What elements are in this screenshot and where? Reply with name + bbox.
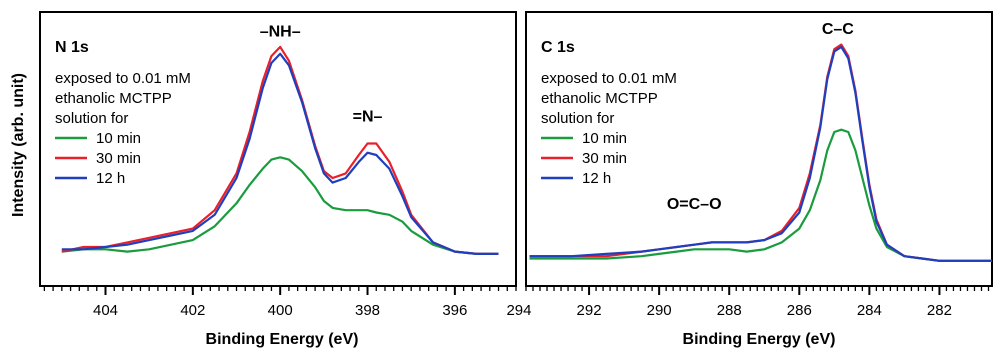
tick-label: 404 — [93, 302, 118, 319]
tick-label: 400 — [268, 302, 293, 319]
x-axis-ticks: 294 292 290 288 286 284 282 — [506, 286, 990, 319]
c1s-panel: C 1s exposed to 0.01 mM ethanolic MCTPP … — [506, 11, 993, 348]
n1s-panel: N 1s exposed to 0.01 mM ethanolic MCTPP … — [39, 11, 517, 348]
series-layer — [529, 43, 992, 262]
legend-label: 30 min — [96, 150, 141, 167]
legend-title-line-1: exposed to 0.01 mM — [541, 70, 677, 87]
peak-label: C–C — [822, 21, 854, 38]
tick-label: 398 — [355, 302, 380, 319]
tick-label: 286 — [787, 302, 812, 319]
tick-label: 288 — [717, 302, 742, 319]
tick-label: 282 — [927, 302, 952, 319]
legend: 10 min 30 min 12 h — [541, 130, 627, 187]
legend-label: 10 min — [582, 130, 627, 147]
legend: 10 min 30 min 12 h — [55, 130, 141, 187]
peak-annotations: –NH– =N– — [260, 23, 383, 125]
panel-title: N 1s — [55, 39, 89, 56]
tick-label: 284 — [857, 302, 882, 319]
legend-title-line-2: ethanolic MCTPP — [55, 90, 172, 107]
series-line-10-min — [61, 156, 499, 255]
plot-frame — [39, 11, 517, 287]
series-line-12-h — [529, 45, 992, 262]
tick-label: 292 — [577, 302, 602, 319]
plot-frame — [525, 11, 993, 287]
series-line-12-h — [61, 52, 499, 255]
y-axis-label: Intensity (arb. unit) — [10, 73, 27, 217]
legend-title-line-1: exposed to 0.01 mM — [55, 70, 191, 87]
tick-label: 290 — [647, 302, 672, 319]
legend-title-line-2: ethanolic MCTPP — [541, 90, 658, 107]
series-line-10-min — [529, 128, 992, 262]
tick-label: 294 — [506, 302, 531, 319]
tick-label: 396 — [442, 302, 467, 319]
legend-label: 12 h — [582, 170, 611, 187]
legend-label: 10 min — [96, 130, 141, 147]
legend-title-line-3: solution for — [541, 110, 614, 127]
tick-label: 402 — [180, 302, 205, 319]
peak-label: =N– — [353, 108, 383, 125]
peak-label: O=C–O — [667, 196, 722, 213]
series-layer — [61, 45, 499, 255]
legend-label: 12 h — [96, 170, 125, 187]
peak-label: –NH– — [260, 23, 301, 40]
x-axis-label: Binding Energy (eV) — [683, 331, 836, 348]
panel-title: C 1s — [541, 39, 575, 56]
x-axis-ticks: 404 402 400 398 396 — [43, 286, 517, 319]
legend-title-line-3: solution for — [55, 110, 128, 127]
legend-label: 30 min — [582, 150, 627, 167]
x-axis-label: Binding Energy (eV) — [206, 331, 359, 348]
peak-annotations: O=C–O C–C — [667, 21, 854, 213]
